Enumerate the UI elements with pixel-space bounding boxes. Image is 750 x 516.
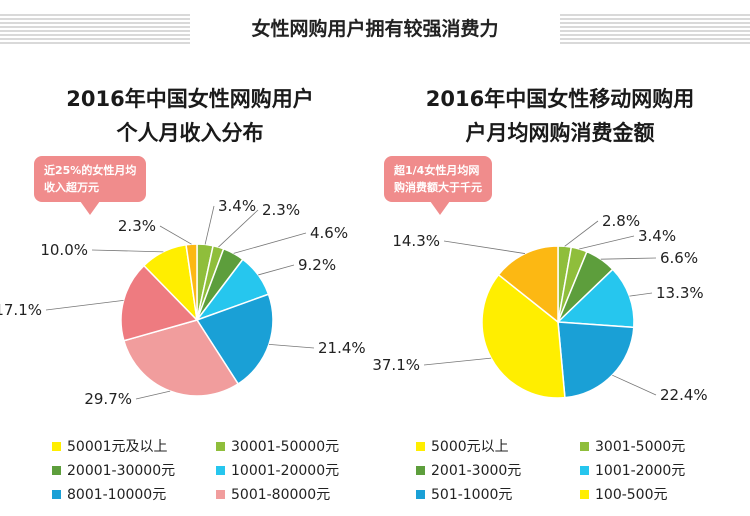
income-legend-item: 30001-50000元	[216, 436, 339, 456]
income-leader-line	[135, 390, 171, 400]
spending-leader-line	[443, 240, 526, 254]
income-chart-title-line-1: 2016年中国女性网购用户	[66, 87, 314, 111]
income-legend-item: 10001-20000元	[216, 460, 339, 480]
spending-legend-swatch	[580, 465, 589, 475]
income-legend-label: 30001-50000元	[231, 439, 340, 455]
income-leader-line	[218, 209, 259, 248]
income-data-label: 3.4%	[218, 197, 256, 215]
income-legend-swatch	[216, 465, 225, 475]
income-data-label: 29.7%	[84, 390, 132, 408]
income-data-label: 10.0%	[40, 241, 88, 259]
income-data-label: 2.3%	[262, 201, 300, 219]
spending-callout-line-1: 超1/4女性月均网	[394, 164, 480, 177]
spending-legend-swatch	[416, 489, 425, 499]
income-legend-item: 20001-30000元	[52, 460, 175, 480]
spending-callout: 超1/4女性月均网 购消费额大于千元	[384, 156, 492, 215]
spending-data-label: 14.3%	[392, 232, 440, 250]
income-callout: 近25%的女性月均 收入超万元	[34, 156, 147, 215]
title-band-right-stripe	[560, 14, 750, 44]
income-legend-label: 8001-10000元	[67, 487, 167, 503]
spending-data-label: 22.4%	[660, 386, 708, 404]
income-callout-line-1: 近25%的女性月均	[44, 164, 137, 177]
income-legend-swatch	[216, 441, 225, 451]
income-data-label: 4.6%	[310, 224, 348, 242]
spending-data-label: 2.8%	[602, 212, 640, 230]
income-leader-line	[233, 232, 307, 254]
income-data-label: 9.2%	[298, 256, 336, 274]
spending-data-label: 13.3%	[656, 284, 704, 302]
spending-legend-item: 3001-5000元	[580, 436, 685, 456]
spending-pie-slice	[556, 268, 635, 329]
page-title: 女性网购用户拥有较强消费力	[251, 18, 499, 40]
spending-chart-title-line-1: 2016年中国女性移动网购用	[425, 87, 695, 111]
spending-legend-label: 3001-5000元	[595, 439, 686, 455]
spending-leader-line	[564, 220, 599, 247]
spending-legend-item: 5000元以上	[416, 436, 509, 456]
income-legend-swatch	[52, 465, 61, 475]
title-band	[0, 14, 750, 44]
spending-pie-slice	[557, 321, 635, 399]
income-data-label: 17.1%	[0, 301, 42, 319]
spending-leader-line	[612, 374, 657, 396]
title-band-left-stripe	[0, 14, 190, 44]
spending-callout-tail	[430, 201, 450, 215]
income-legend-label: 10001-20000元	[231, 463, 340, 479]
spending-data-label: 37.1%	[372, 356, 420, 374]
spending-leader-line	[600, 257, 657, 260]
income-leader-line	[258, 264, 295, 276]
income-data-label: 2.3%	[118, 217, 156, 235]
income-legend-item: 8001-10000元	[52, 484, 166, 504]
spending-legend-label: 2001-3000元	[431, 463, 522, 479]
spending-legend-label: 100-500元	[595, 487, 668, 503]
income-data-label: 21.4%	[318, 339, 366, 357]
spending-callout-line-2: 购消费额大于千元	[394, 181, 482, 194]
income-callout-tail	[80, 201, 100, 215]
income-callout-line-2: 收入超万元	[44, 181, 99, 194]
spending-legend-item: 501-1000元	[416, 484, 512, 504]
income-chart-title-line-2: 个人月收入分布	[116, 121, 264, 145]
income-leader-line	[204, 205, 215, 245]
spending-leader-line	[423, 357, 492, 366]
spending-pie-slice	[497, 245, 559, 324]
spending-legend-swatch	[416, 465, 425, 475]
spending-legend-swatch	[580, 441, 589, 451]
spending-legend-swatch	[416, 441, 425, 451]
income-leader-line	[268, 343, 315, 349]
spending-legend-label: 501-1000元	[431, 487, 513, 503]
income-pie-slice	[195, 293, 274, 385]
spending-data-label: 3.4%	[638, 227, 676, 245]
income-leader-line	[91, 249, 164, 253]
income-legend-label: 5001-80000元	[231, 487, 331, 503]
income-legend-label: 20001-30000元	[67, 463, 176, 479]
spending-legend-label: 5000元以上	[431, 439, 509, 455]
spending-chart-title-line-2: 户月均网购消费金额	[465, 121, 655, 145]
spending-leader-line	[629, 292, 653, 297]
spending-chart-title: 2016年中国女性移动网购用 户月均网购消费金额	[390, 82, 730, 150]
spending-legend-item: 2001-3000元	[416, 460, 521, 480]
income-leader-line	[159, 225, 192, 245]
income-leader-line	[45, 300, 124, 311]
income-legend-item: 50001元及以上	[52, 436, 168, 456]
spending-leader-line	[579, 235, 635, 250]
income-chart-title: 2016年中国女性网购用户 个人月收入分布	[20, 82, 360, 150]
spending-legend-item: 100-500元	[580, 484, 668, 504]
spending-pie-slice	[481, 273, 566, 399]
spending-data-label: 6.6%	[660, 249, 698, 267]
income-legend-swatch	[52, 441, 61, 451]
spending-legend-swatch	[580, 489, 589, 499]
income-legend-swatch	[52, 489, 61, 499]
income-legend-label: 50001元及以上	[67, 439, 168, 455]
spending-legend-label: 1001-2000元	[595, 463, 686, 479]
income-legend-swatch	[216, 489, 225, 499]
income-legend-item: 5001-80000元	[216, 484, 330, 504]
spending-legend-item: 1001-2000元	[580, 460, 685, 480]
income-pie-slice	[120, 264, 199, 342]
